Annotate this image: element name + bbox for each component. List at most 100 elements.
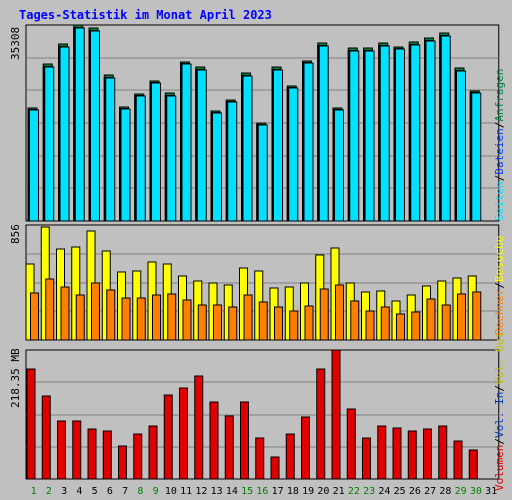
bar-dateien-day-26 (410, 44, 421, 222)
bar-volumen-day-2 (41, 395, 51, 480)
bar-rechner-day-16 (258, 301, 268, 341)
day-label-24: 24 (378, 486, 390, 497)
bar-rechner-day-29 (457, 293, 466, 341)
day-label-9: 9 (153, 486, 159, 497)
bar-volumen-day-21 (331, 349, 341, 480)
bar-volumen-day-20 (316, 368, 326, 480)
day-label-28: 28 (439, 486, 451, 497)
bar-dateien-day-11 (181, 63, 192, 222)
legend-seiten: Seiten (493, 181, 506, 221)
legend-sep-3: / (493, 282, 506, 289)
legend-sep-1: / (493, 175, 506, 182)
bar-rechner-day-15 (243, 294, 253, 341)
panel1-ymax-label: 35308 (9, 27, 22, 60)
bar-rechner-day-6 (106, 289, 116, 341)
legend-rechner: Rechner (493, 288, 506, 335)
legend-panel1: Seiten/Dateien/Anfragen (493, 69, 506, 221)
day-label-17: 17 (272, 486, 284, 497)
day-label-12: 12 (195, 486, 207, 497)
bar-rechner-day-4 (75, 294, 85, 341)
bar-rechner-day-27 (426, 298, 436, 341)
bar-volumen-day-15 (240, 401, 249, 480)
bar-volumen-day-9 (148, 425, 158, 480)
day-label-8: 8 (137, 486, 143, 497)
day-label-18: 18 (287, 486, 299, 497)
day-label-13: 13 (211, 486, 223, 497)
panel2-ymax-label: 856 (9, 224, 22, 244)
bar-volumen-day-23 (362, 437, 371, 480)
bar-dateien-day-29 (456, 70, 466, 222)
bar-rechner-day-25 (396, 313, 405, 341)
day-label-29: 29 (455, 486, 467, 497)
bar-dateien-day-5 (90, 30, 100, 222)
day-label-30: 30 (470, 486, 482, 497)
bar-volumen-day-17 (270, 456, 280, 480)
bar-dateien-day-2 (44, 66, 55, 222)
bar-dateien-day-25 (395, 48, 405, 222)
legend-anfragen: Anfragen (493, 69, 506, 122)
bar-rechner-day-3 (60, 286, 70, 341)
legend-sep-5: / (493, 385, 506, 392)
bar-rechner-day-12 (197, 304, 207, 341)
bar-dateien-day-19 (303, 62, 314, 222)
bar-volumen-day-13 (209, 401, 219, 480)
legend-vol-in: Vol. In (493, 392, 506, 438)
bar-dateien-day-8 (135, 95, 146, 222)
legend-sep-2: / (493, 122, 506, 129)
day-label-16: 16 (256, 486, 268, 497)
bar-rechner-day-13 (213, 304, 222, 341)
bar-dateien-day-13 (212, 112, 222, 222)
bar-dateien-day-18 (288, 87, 299, 222)
bar-rechner-day-30 (472, 291, 482, 341)
bar-volumen-day-16 (255, 437, 265, 480)
day-label-26: 26 (409, 486, 421, 497)
bar-volumen-day-10 (163, 394, 173, 480)
bar-dateien-day-1 (29, 109, 39, 222)
legend-sep-4: / (493, 438, 506, 445)
day-label-20: 20 (317, 486, 329, 497)
panel3-ymax-label: 218.35 MB (9, 348, 22, 408)
chart-title: Tages-Statistik im Monat April 2023 (19, 8, 272, 22)
bar-dateien-day-10 (166, 95, 177, 222)
bar-rechner-day-9 (152, 294, 161, 341)
legend-besuche: Besuche (493, 236, 506, 282)
bar-rechner-day-21 (335, 284, 344, 341)
bar-volumen-day-28 (438, 425, 448, 480)
day-label-22: 22 (348, 486, 360, 497)
bar-rechner-day-19 (304, 305, 314, 341)
panel-visits (25, 224, 500, 341)
bar-volumen-day-25 (392, 427, 402, 480)
legend-volumen: Volumen (493, 445, 506, 491)
bar-rechner-day-14 (228, 306, 238, 341)
day-label-4: 4 (76, 486, 82, 497)
bar-rechner-day-20 (319, 288, 329, 341)
bar-rechner-day-17 (274, 306, 283, 341)
bar-rechner-day-24 (380, 306, 390, 341)
bar-volumen-day-12 (194, 375, 204, 480)
bar-volumen-day-18 (285, 433, 295, 480)
bar-rechner-day-22 (350, 300, 360, 341)
bar-rechner-day-11 (182, 299, 192, 341)
bar-volumen-day-19 (301, 416, 310, 480)
bar-dateien-day-12 (196, 69, 207, 222)
day-label-15: 15 (241, 486, 253, 497)
bar-dateien-day-7 (120, 108, 131, 222)
bar-dateien-day-22 (349, 50, 360, 222)
bar-rechner-day-8 (136, 297, 146, 341)
bar-dateien-day-14 (227, 101, 238, 222)
day-label-11: 11 (180, 486, 192, 497)
bar-rechner-day-23 (365, 310, 375, 341)
bar-volumen-day-1 (26, 368, 36, 480)
bar-dateien-day-24 (379, 45, 390, 222)
bar-dateien-day-3 (59, 46, 70, 222)
day-label-3: 3 (61, 486, 67, 497)
bar-dateien-day-30 (471, 92, 482, 222)
day-label-7: 7 (122, 486, 128, 497)
bar-rechner-day-26 (411, 311, 421, 341)
bar-dateien-day-9 (151, 82, 161, 222)
legend-right: Seiten/Dateien/Anfragen Rechner/Besuche … (493, 69, 506, 491)
bar-rechner-day-7 (121, 297, 131, 341)
day-label-5: 5 (92, 486, 98, 497)
bar-rechner-day-5 (91, 282, 100, 341)
